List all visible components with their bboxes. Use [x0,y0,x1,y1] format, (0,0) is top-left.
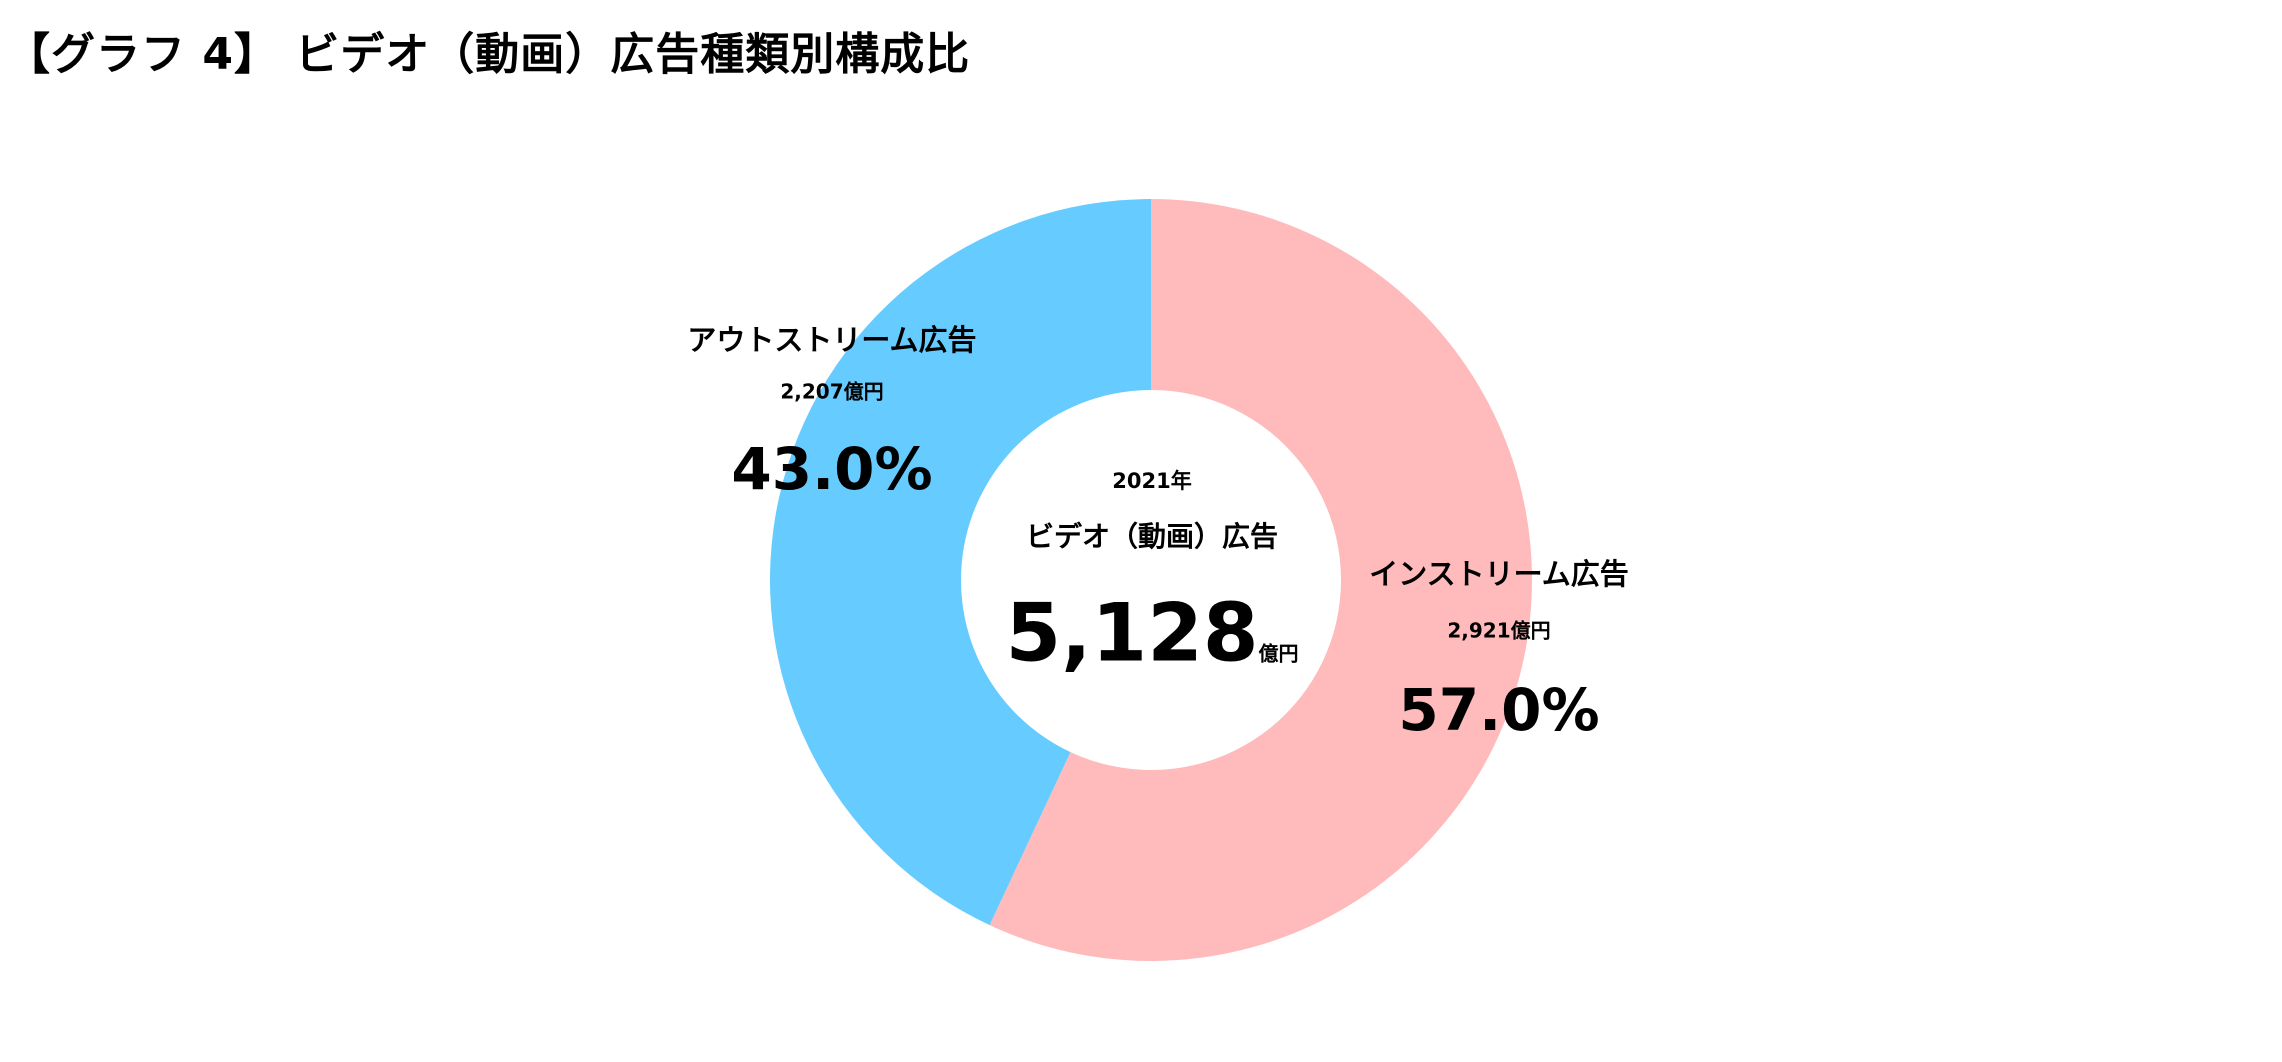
donut-slice-instream [989,198,1533,962]
chart-title: 【グラフ 4】 ビデオ（動画）広告種類別構成比 [6,29,971,80]
center-total: 5,128億円 [1005,587,1298,680]
center-total-unit: 億円 [1258,641,1299,666]
slice-amount-outstream: 2,207億円 [780,379,884,404]
slice-percent-outstream: 43.0% [731,435,933,503]
center-total-value: 5,128 [1005,586,1259,680]
slice-amount-instream: 2,921億円 [1447,618,1551,643]
donut-slice-outstream [770,199,1151,926]
slice-percent-instream: 57.0% [1398,676,1600,744]
center-label: ビデオ（動画）広告 [1025,520,1279,553]
center-year: 2021年 [1112,469,1192,493]
slice-label-outstream: アウトストリーム広告 [687,323,977,357]
slice-label-instream: インストリーム広告 [1369,557,1629,591]
